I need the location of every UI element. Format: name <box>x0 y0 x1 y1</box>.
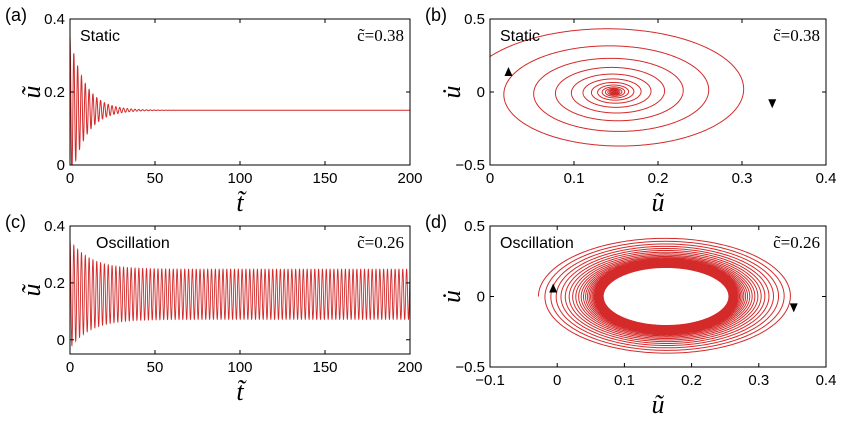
x-tick-label: 0.3 <box>732 170 753 187</box>
y-tick-label: 0.2 <box>44 84 65 101</box>
x-axis-label: t̃ <box>236 188 247 217</box>
x-axis-label: t̃ <box>236 377 247 406</box>
y-axis-label: u̇ <box>437 86 466 99</box>
x-tick-label: 0.2 <box>681 372 702 389</box>
x-tick-label: 0 <box>553 372 561 389</box>
panel-a: 0 50 100 150 200 0 0.2 0.4 (a) Static c̃=0.38 t̃ ũ <box>5 5 423 217</box>
y-tick-label: −0.5 <box>455 157 485 174</box>
x-axis-label: ũ <box>652 188 665 217</box>
regime-label: Static <box>500 28 540 45</box>
panel-label: (d) <box>425 212 447 232</box>
panel-label: (b) <box>425 5 447 25</box>
x-tick-label: 200 <box>397 359 422 376</box>
series-line <box>70 240 410 347</box>
y-tick-label: 0 <box>57 332 65 349</box>
y-tick-label: 0 <box>57 157 65 174</box>
y-tick-label: 0.4 <box>44 218 65 235</box>
x-tick-label: 0 <box>66 359 74 376</box>
regime-label: Static <box>80 28 120 45</box>
y-tick-label: 0.2 <box>44 275 65 292</box>
direction-arrow <box>789 303 798 313</box>
x-tick-label: 0 <box>66 170 74 187</box>
parameter-label: c̃=0.38 <box>773 26 820 45</box>
x-tick-label: 50 <box>147 170 164 187</box>
y-tick-label: 0 <box>477 84 485 101</box>
x-tick-label: 0.3 <box>748 372 769 389</box>
panel-label: (a) <box>5 5 27 25</box>
direction-arrow <box>768 99 777 109</box>
x-tick-label: 0.4 <box>816 372 837 389</box>
regime-label: Oscillation <box>500 235 574 252</box>
series-line <box>490 28 745 147</box>
y-axis-label: ũ <box>17 284 46 297</box>
x-tick-label: 100 <box>227 170 252 187</box>
x-tick-label: 0.4 <box>816 170 837 187</box>
panel-d: −0.1 0 0.1 0.2 0.3 0.4 −0.5 0 0.5 (d) Oscillation c… <box>425 212 836 419</box>
x-tick-label: 150 <box>312 170 337 187</box>
x-tick-label: 0.1 <box>614 372 635 389</box>
y-axis-label: u̇ <box>437 290 466 303</box>
y-tick-label: −0.5 <box>455 359 485 376</box>
x-tick-label: 50 <box>147 359 164 376</box>
x-tick-label: 200 <box>397 170 422 187</box>
y-tick-label: 0 <box>477 289 485 306</box>
parameter-label: c̃=0.26 <box>357 233 404 252</box>
regime-label: Oscillation <box>96 235 170 252</box>
x-tick-label: 0.1 <box>564 170 585 187</box>
x-tick-label: 150 <box>312 359 337 376</box>
panel-label: (c) <box>5 212 26 232</box>
x-tick-label: −0.1 <box>475 372 505 389</box>
x-tick-label: 0.2 <box>648 170 669 187</box>
y-tick-label: 0.5 <box>464 11 485 28</box>
fixed-point-marker <box>612 89 617 95</box>
direction-arrow <box>549 283 558 293</box>
x-tick-label: 0 <box>486 170 494 187</box>
y-tick-label: 0.5 <box>464 218 485 235</box>
series-line <box>537 237 791 354</box>
series-line <box>70 37 410 165</box>
x-tick-label: 100 <box>227 359 252 376</box>
y-axis-label: ũ <box>17 86 46 99</box>
x-axis-label: ũ <box>652 390 665 419</box>
parameter-label: c̃=0.26 <box>773 233 820 252</box>
parameter-label: c̃=0.38 <box>357 26 404 45</box>
direction-arrow <box>504 67 513 77</box>
panel-c: 0 50 100 150 200 0 0.2 0.4 (c) Oscillation c̃=0.26… <box>5 212 423 406</box>
y-tick-label: 0.4 <box>44 11 65 28</box>
